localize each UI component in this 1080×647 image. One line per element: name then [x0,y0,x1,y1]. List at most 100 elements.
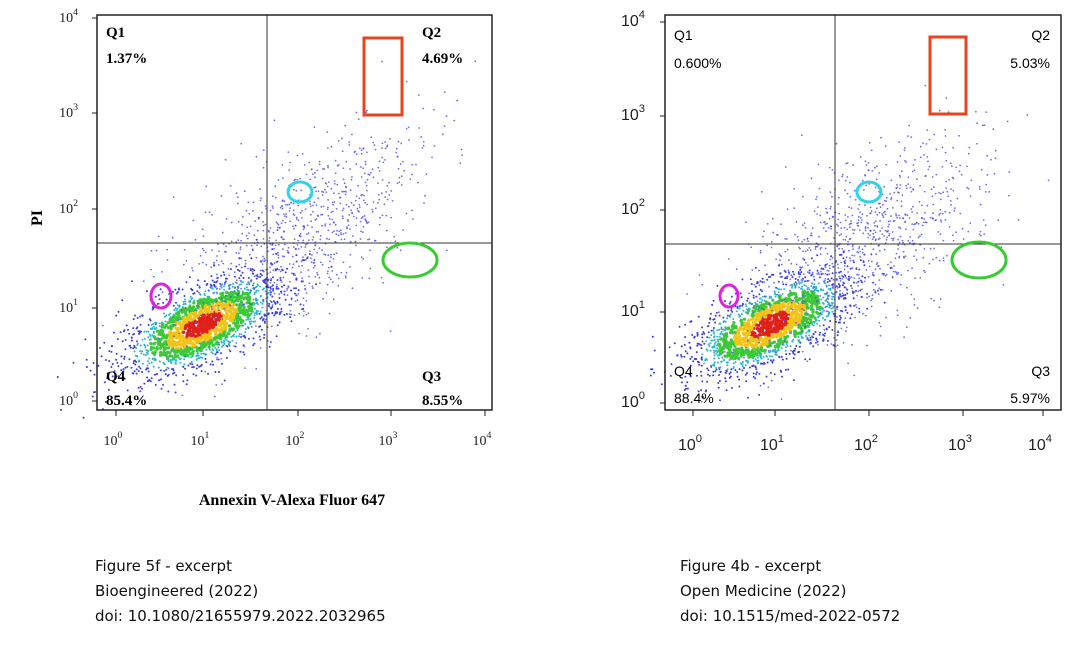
cell-dot [699,370,702,373]
cell-dot [136,340,138,343]
cell-dot [739,354,743,358]
cell-dot [357,184,360,187]
cell-dot [148,357,151,360]
cell-dot [881,214,884,217]
cell-dot [758,336,762,340]
cell-dot [714,314,717,317]
cell-dot [864,227,867,230]
cell-dot [268,303,271,305]
cell-dot [362,167,365,170]
cell-dot [190,361,193,363]
cell-dot [774,301,778,305]
cell-dot [867,162,870,164]
cell-dot [920,217,923,219]
cell-dot [283,293,286,296]
cell-dot [844,239,847,241]
cell-dot [153,359,156,361]
cell-dot [830,205,832,208]
cell-dot [781,301,786,305]
cell-dot [715,311,718,314]
cell-dot [116,361,119,364]
cell-dot [273,281,276,284]
cell-dot [399,249,402,252]
cell-dot [782,283,785,286]
cell-dot [422,141,425,143]
cell-dot [355,244,357,247]
cell-dot [163,369,166,372]
cell-dot [835,339,838,341]
cell-dot [822,227,825,230]
cell-dot [247,289,250,291]
cell-dot [238,283,241,286]
cell-dot [339,202,342,205]
cell-dot [896,216,899,219]
cell-dot [875,178,878,181]
cell-dot [230,262,233,265]
cell-dot [222,344,225,347]
cell-dot [704,359,706,362]
cell-dot [152,335,156,339]
cell-dot [365,111,368,114]
cell-dot [247,267,250,270]
cell-dot [358,210,360,213]
cell-dot [841,284,844,287]
cell-dot [208,348,211,351]
cell-dot [801,277,804,280]
cell-dot [172,323,175,326]
cell-dot [758,330,762,334]
cell-dot [845,326,848,329]
cell-dot [835,279,838,281]
cell-dot [713,332,716,335]
cell-dot [716,335,719,338]
cell-dot [327,254,330,257]
cell-dot [874,224,876,227]
cell-dot [172,290,174,293]
cell-dot [278,297,281,299]
cell-dot [378,198,381,201]
cell-dot [720,326,723,329]
cell-dot [384,159,386,161]
cell-dot [305,173,308,176]
cell-dot [133,370,136,373]
cell-dot [713,342,716,345]
cell-dot [349,240,352,243]
cell-dot [805,285,808,287]
cell-dot [750,318,754,322]
cell-dot [683,343,686,346]
cell-dot [729,329,734,333]
cell-dot [850,313,853,316]
cell-dot [366,151,368,154]
cell-dot [239,279,242,282]
cell-dot [846,228,848,231]
cell-dot [411,164,414,166]
cell-dot [756,335,759,338]
cell-dot [779,332,783,336]
cell-dot [850,220,852,223]
cell-dot [859,255,861,258]
cell-dot [786,324,790,328]
cell-dot [896,273,898,275]
cell-dot [794,286,797,288]
cell-dot [295,254,298,257]
cell-dot [824,273,827,275]
cell-dot [884,145,887,148]
cell-dot [269,289,271,292]
cell-dot [738,368,741,371]
cell-dot [826,222,828,225]
cell-dot [295,278,298,281]
cell-dot [749,326,753,331]
cell-dot [255,325,257,327]
cell-dot [749,343,754,347]
cell-dot [740,323,745,327]
cell-dot [254,312,257,315]
cell-dot [758,301,761,304]
cell-dot [312,287,314,289]
cell-dot [739,348,743,352]
cell-dot [207,310,211,314]
cell-dot [748,340,752,344]
cell-dot [344,193,347,196]
cell-dot [827,298,830,300]
cell-dot [301,308,304,310]
cell-dot [727,347,731,351]
cell-dot [405,127,408,130]
